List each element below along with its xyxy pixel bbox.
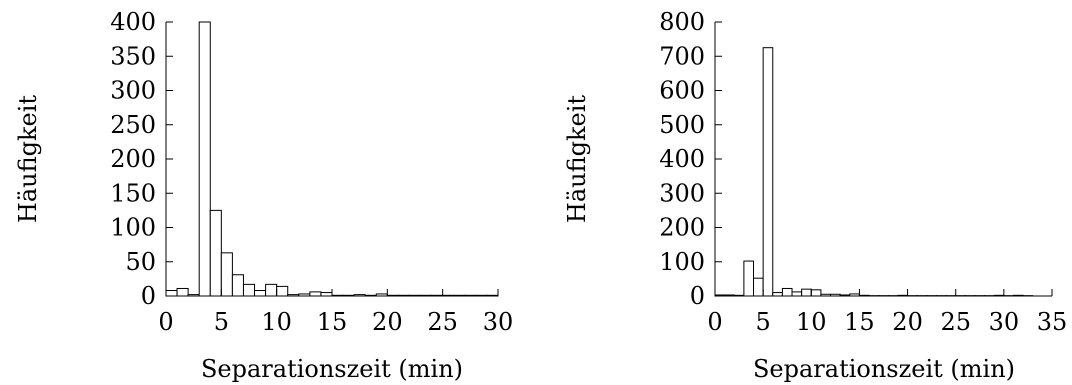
y-tick-label: 300: [659, 179, 705, 207]
histogram-bar: [176, 287, 189, 297]
histogram-bar: [254, 290, 267, 297]
y-tick-label: 600: [659, 77, 705, 105]
x-tick-label: 25: [940, 308, 971, 336]
y-tick-label: 0: [141, 282, 156, 310]
y-tick-label: 150: [110, 179, 156, 207]
histogram-bar: [209, 209, 222, 297]
y-tick-label: 100: [110, 214, 156, 242]
histogram-bar: [810, 289, 822, 297]
x-tick-label: 0: [158, 308, 173, 336]
histogram-bar: [165, 290, 178, 297]
x-tick-label: 25: [427, 308, 458, 336]
histogram-bar: [265, 283, 278, 297]
x-tick-label: 0: [707, 308, 722, 336]
x-tick-label: 10: [796, 308, 827, 336]
histogram-bar: [743, 260, 755, 297]
x-tick-label: 30: [989, 308, 1020, 336]
histogram-bar: [772, 292, 783, 297]
histogram-right: Separationszeit (min) Häufigkeit 0 5 10 15 2…: [563, 8, 1067, 383]
y-tick-label: 100: [659, 248, 705, 276]
y-tick-label: 300: [110, 77, 156, 105]
x-tick-label: 5: [214, 308, 229, 336]
x-tick-label: 15: [844, 308, 875, 336]
y-tick-label: 200: [110, 145, 156, 173]
x-tick-label: 20: [372, 308, 403, 336]
y-tick-label: 800: [659, 8, 705, 36]
y-tick-label: 350: [110, 42, 156, 70]
y-tick-label: 250: [110, 111, 156, 139]
histogram-bar: [791, 291, 803, 297]
y-tick-label: 0: [690, 282, 705, 310]
histogram-bar: [220, 252, 233, 297]
histogram-left: Separationszeit (min) Häufigkeit 0 5 10 15 2…: [14, 8, 513, 383]
y-tick-label: 700: [659, 42, 705, 70]
histogram-bar: [320, 292, 333, 297]
x-tick-label: 15: [317, 308, 348, 336]
y-tick-label: 50: [125, 248, 156, 276]
histogram-bar: [781, 287, 793, 297]
x-tick-label: 10: [261, 308, 292, 336]
x-axis-label: Separationszeit (min): [201, 355, 463, 383]
x-tick-label: 20: [892, 308, 923, 336]
y-tick-label: 400: [659, 145, 705, 173]
x-tick-label: 30: [483, 308, 514, 336]
x-tick-label: 35: [1037, 308, 1068, 336]
y-tick-label: 200: [659, 214, 705, 242]
histogram-bar: [242, 283, 256, 297]
histogram-bar: [231, 274, 244, 297]
y-axis-label: Häufigkeit: [14, 95, 42, 223]
histogram-bar: [309, 291, 322, 297]
x-axis-label: Separationszeit (min): [753, 355, 1015, 383]
y-axis-label: Häufigkeit: [563, 95, 591, 223]
histogram-bar: [198, 21, 211, 297]
histogram-bar: [801, 288, 812, 297]
histogram-bar: [276, 285, 289, 297]
y-tick-label: 500: [659, 111, 705, 139]
y-tick-label: 400: [110, 8, 156, 36]
histogram-bar: [753, 277, 764, 297]
x-tick-label: 5: [756, 308, 771, 336]
histogram-bar: [762, 47, 774, 297]
